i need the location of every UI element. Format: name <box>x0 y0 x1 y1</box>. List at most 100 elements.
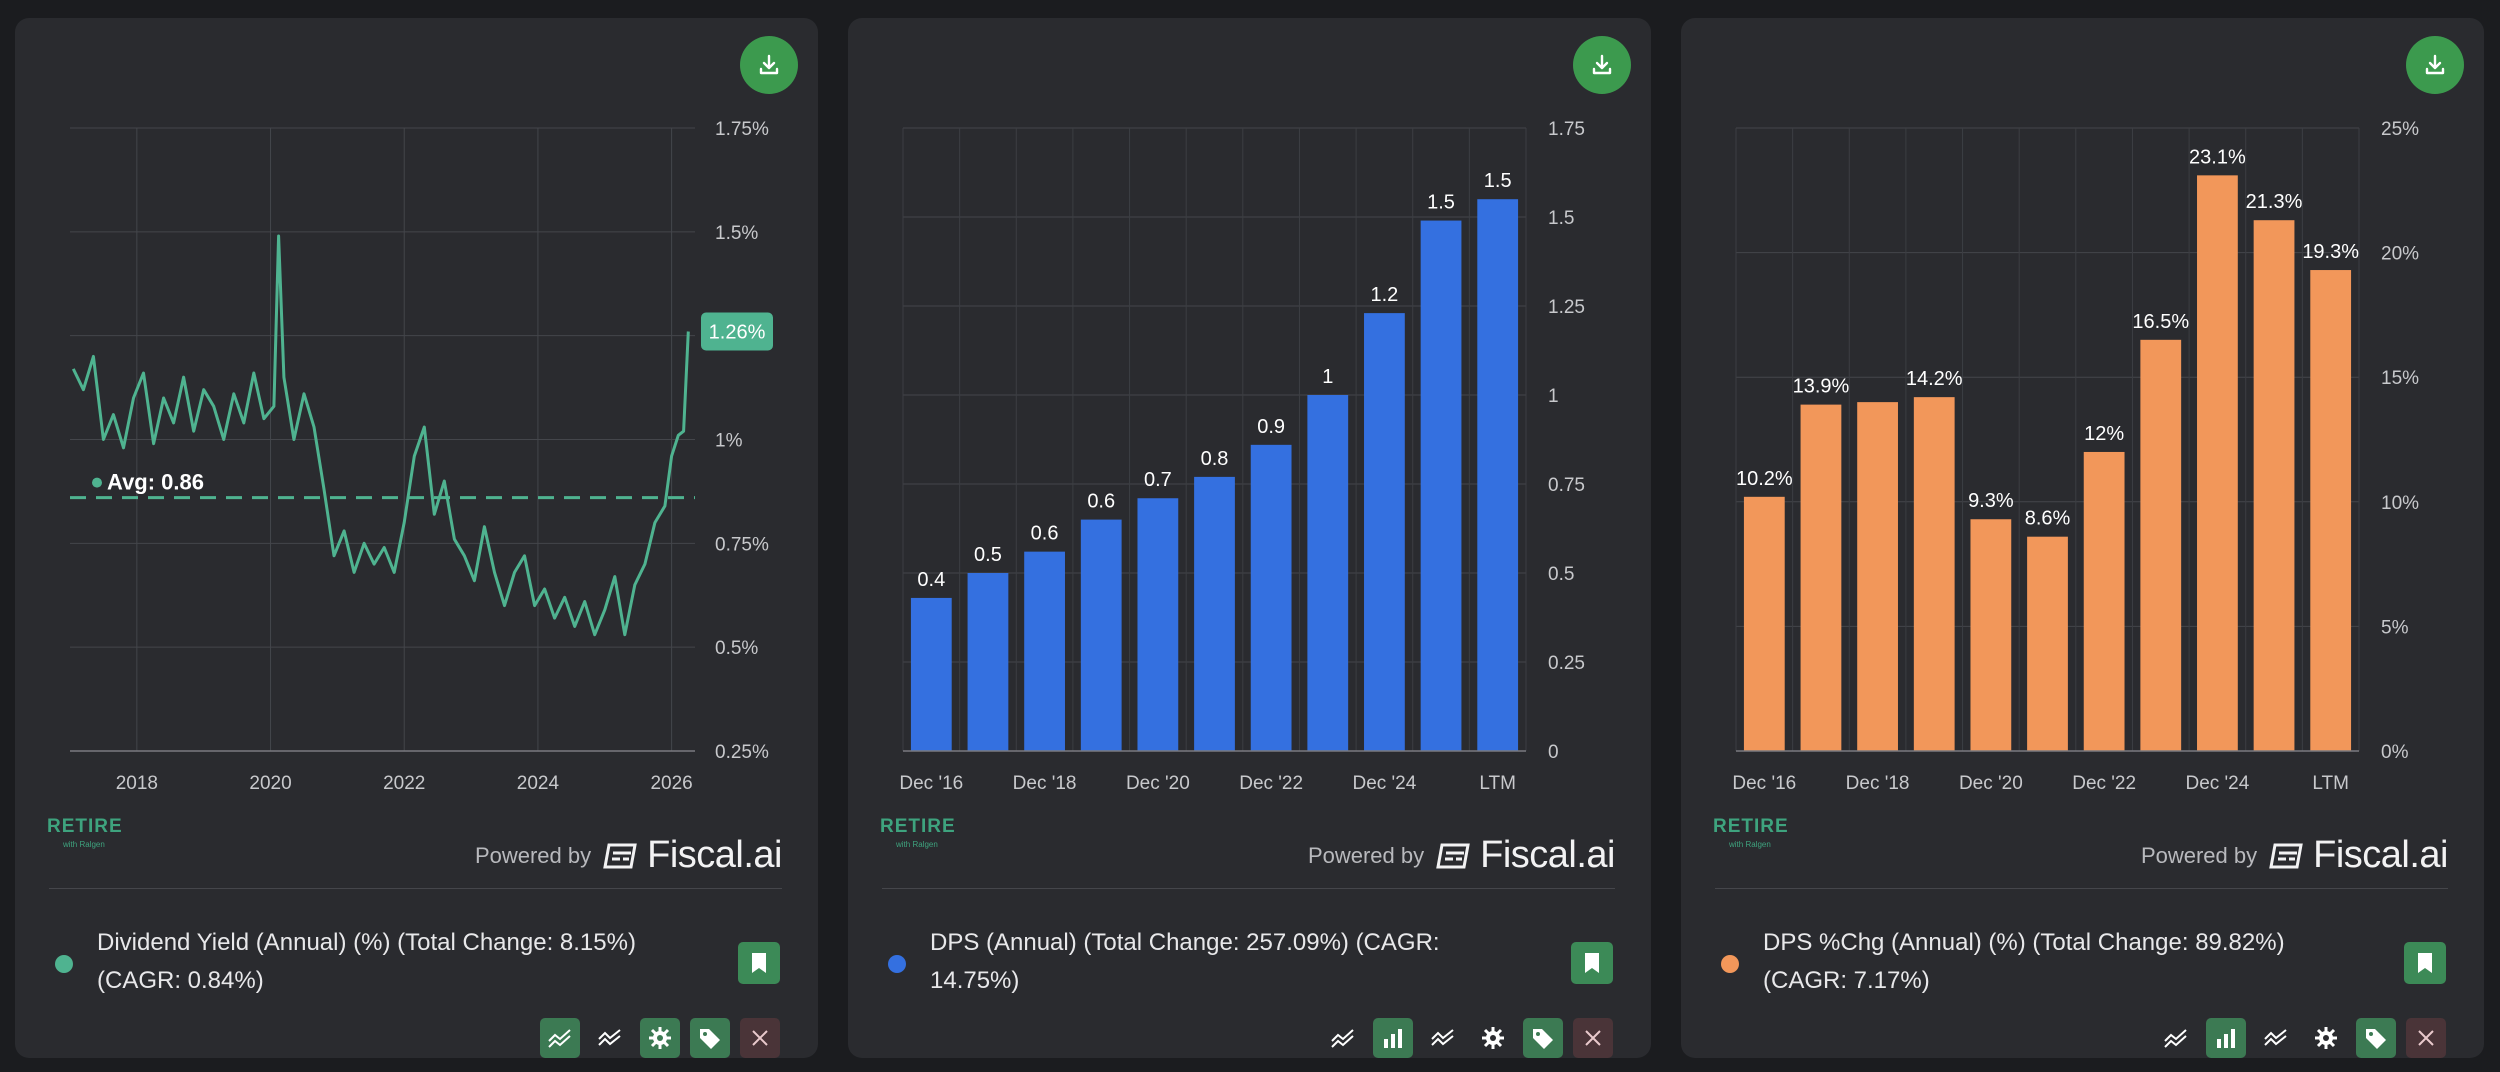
bar-dec-17 <box>967 573 1009 751</box>
divider <box>1715 888 2448 889</box>
tag-button[interactable] <box>1523 1018 1563 1058</box>
settings-button[interactable] <box>640 1018 680 1058</box>
y-tick-label: 0.5 <box>1548 564 1574 585</box>
bar-dec-18 <box>1024 551 1065 751</box>
trend-button[interactable] <box>2256 1018 2296 1058</box>
x-tick-label: 2020 <box>249 773 291 794</box>
download-button[interactable] <box>1573 36 1631 94</box>
data-label: 10.2% <box>1736 468 1793 490</box>
y-tick-label: 25% <box>2381 119 2419 140</box>
divider <box>882 888 1615 889</box>
powered-by-text: Powered by <box>2140 842 2258 868</box>
bar-dec-22 <box>1250 444 1292 751</box>
close-icon <box>752 1030 768 1046</box>
tag-button[interactable] <box>2356 1018 2396 1058</box>
fit-lines-button[interactable] <box>1323 1018 1363 1058</box>
dividend-yield-series-line <box>71 234 690 637</box>
divider <box>49 888 782 889</box>
fiscal-logo-icon <box>2269 843 2303 868</box>
bar-dec-17 <box>1800 404 1842 751</box>
bookmark-icon <box>1585 953 1599 973</box>
data-label: 0.8 <box>1201 448 1229 470</box>
data-label: 0.6 <box>1087 491 1115 513</box>
powered-by: Powered by Fiscal.ai <box>1307 834 1616 877</box>
data-label: 1.5 <box>1484 170 1512 192</box>
data-label: 0.5 <box>974 544 1002 566</box>
trend-icon <box>598 1029 621 1046</box>
data-label: 1.5 <box>1427 192 1455 214</box>
settings-button[interactable] <box>2306 1018 2346 1058</box>
last-value-badge <box>701 312 773 351</box>
trend-button[interactable] <box>1423 1018 1463 1058</box>
fit-lines-button[interactable] <box>2156 1018 2196 1058</box>
bar-dec-20 <box>1970 519 2012 751</box>
data-label: 12% <box>2084 423 2124 445</box>
gear-icon <box>649 1027 671 1049</box>
bar-dec-23 <box>2140 339 2182 751</box>
data-label: 1 <box>1322 366 1333 388</box>
bar-dec-16 <box>910 597 952 751</box>
dps-bar-chart: 0 0.25 0.5 0.75 1 1.25 1.5 1.75 0.4 Dec '16 0.5 0.6… <box>899 119 1585 794</box>
data-label: 21.3% <box>2246 191 2303 213</box>
tag-button[interactable] <box>690 1018 730 1058</box>
retire-logo: RETIRE with Ralgen <box>1713 816 1789 849</box>
retire-logo: RETIRE with Ralgen <box>47 816 123 849</box>
x-tick-label: Dec '18 <box>1846 773 1910 794</box>
data-label: 16.5% <box>2132 311 2189 333</box>
last-value-label: 1.26% <box>709 322 766 344</box>
fiscal-brand: Fiscal.ai <box>1480 834 1615 876</box>
data-label: 23.1% <box>2189 146 2246 168</box>
bar-dec-23 <box>1307 395 1349 751</box>
data-label: 0.4 <box>917 569 945 591</box>
x-tick-label: Dec '16 <box>899 773 963 794</box>
close-icon <box>2418 1030 2434 1046</box>
y-tick-label: 1.25 <box>1548 297 1585 318</box>
fiscal-logo-icon <box>603 843 637 868</box>
remove-series-button[interactable] <box>740 1018 780 1058</box>
fiscal-brand: Fiscal.ai <box>2313 834 2448 876</box>
x-tick-label: 2018 <box>116 773 158 794</box>
bar-dec-25 <box>2253 220 2295 752</box>
y-tick-label: 15% <box>2381 368 2419 389</box>
trend-icon <box>1431 1029 1454 1046</box>
data-label: 0.7 <box>1144 469 1172 491</box>
series-legend: Dividend Yield (Annual) (%) (Total Chang… <box>97 929 636 994</box>
tag-icon <box>2366 1029 2386 1049</box>
tag-icon <box>700 1029 720 1049</box>
bar-dec-25 <box>1420 220 1462 751</box>
remove-series-button[interactable] <box>2406 1018 2446 1058</box>
download-button[interactable] <box>740 36 798 94</box>
chart-card-dps: 0 0.25 0.5 0.75 1 1.25 1.5 1.75 0.4 Dec '16 0.5 0.6… <box>848 18 1651 1058</box>
bookmark-button[interactable] <box>1571 942 1613 984</box>
x-tick-label: LTM <box>2312 773 2349 794</box>
series-legend: DPS (Annual) (Total Change: 257.09%) (CA… <box>930 929 1440 994</box>
bar-chart-button[interactable] <box>1373 1018 1413 1058</box>
download-button[interactable] <box>2406 36 2464 94</box>
chart-card-dps-pct-change: 0% 5% 10% 15% 20% 25% 10.2% Dec '16 13.9% Dec '18… <box>1681 18 2484 1058</box>
fiscal-brand: Fiscal.ai <box>647 834 782 876</box>
bookmark-button[interactable] <box>2404 942 2446 984</box>
bar-chart-button[interactable] <box>2206 1018 2246 1058</box>
remove-series-button[interactable] <box>1573 1018 1613 1058</box>
gear-icon <box>1482 1027 1504 1049</box>
series-toolbar <box>1323 1018 1613 1058</box>
fit-lines-icon <box>2164 1029 2187 1048</box>
powered-by-text: Powered by <box>1307 842 1425 868</box>
trend-button[interactable] <box>590 1018 630 1058</box>
bar-ltm <box>2310 270 2352 751</box>
x-tick-label: Dec '20 <box>1959 773 2023 794</box>
x-tick-label: LTM <box>1479 773 1516 794</box>
download-icon <box>2425 54 2445 75</box>
bookmark-button[interactable] <box>738 942 780 984</box>
settings-button[interactable] <box>1473 1018 1513 1058</box>
y-tick-label: 0% <box>2381 742 2409 763</box>
trend-icon <box>2264 1029 2287 1046</box>
x-tick-label: Dec '22 <box>1239 773 1303 794</box>
fit-lines-button[interactable] <box>540 1018 580 1058</box>
bar-dec-24 <box>1364 313 1405 751</box>
bar-dec-22 <box>2083 451 2125 751</box>
y-tick-label: 10% <box>2381 493 2419 514</box>
bar-dec-20 <box>1137 498 1179 751</box>
y-tick-label: 1 <box>1548 386 1559 407</box>
dividend-yield-line-chart: 0.25%0.5%0.75%1%1.25%1.5%1.75%2018202020… <box>70 119 773 794</box>
